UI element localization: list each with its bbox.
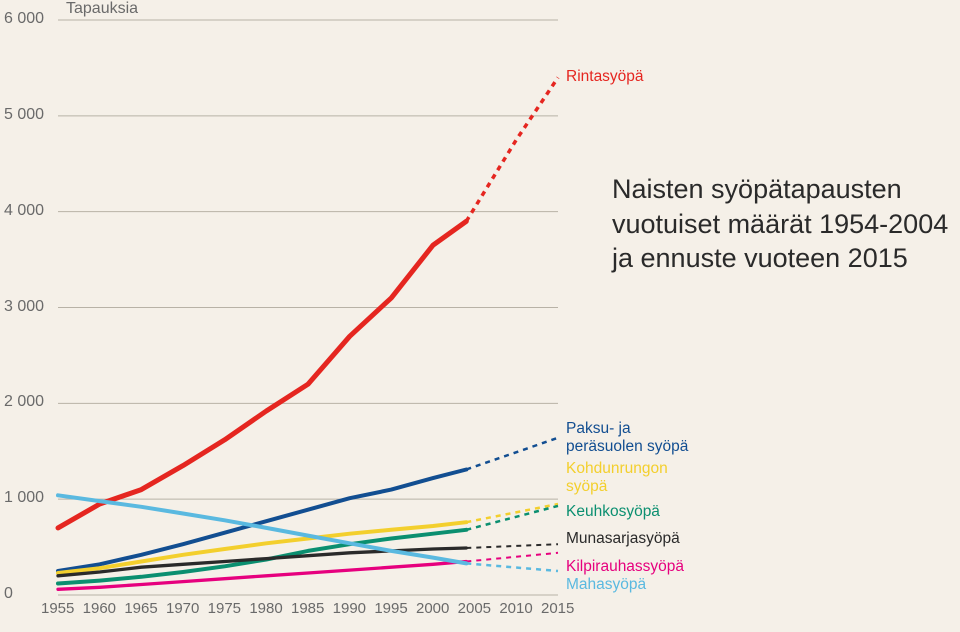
- series-kohdun-forecast: [466, 504, 558, 522]
- title-line3: ja ennuste vuoteen 2015: [612, 241, 948, 276]
- series-label-rinta: Rintasyöpä: [566, 68, 644, 86]
- x-tick-label: 1965: [124, 600, 157, 617]
- y-tick-label: 3 000: [4, 298, 44, 316]
- series-rinta-forecast: [466, 78, 558, 222]
- x-tick-label: 2015: [541, 600, 574, 617]
- y-axis-title: Tapauksia: [66, 0, 138, 18]
- x-tick-label: 1985: [291, 600, 324, 617]
- series-label-keuhko: Keuhkosyöpä: [566, 503, 660, 521]
- x-tick-label: 1990: [333, 600, 366, 617]
- chart-title: Naisten syöpätapausten vuotuiset määrät …: [612, 172, 948, 276]
- y-tick-label: 2 000: [4, 393, 44, 411]
- x-tick-label: 1955: [41, 600, 74, 617]
- title-line2: vuotuiset määrät 1954-2004: [612, 207, 948, 242]
- series-label-kohdun: Kohdunrungon syöpä: [566, 460, 668, 496]
- y-tick-label: 5 000: [4, 106, 44, 124]
- x-tick-label: 1960: [83, 600, 116, 617]
- y-tick-label: 4 000: [4, 202, 44, 220]
- x-tick-label: 2005: [458, 600, 491, 617]
- x-tick-label: 2000: [416, 600, 449, 617]
- series-paksu-forecast: [466, 438, 558, 470]
- series-label-kilpi: Kilpirauhassyöpä: [566, 558, 684, 576]
- y-tick-label: 1 000: [4, 489, 44, 507]
- title-line1: Naisten syöpätapausten: [612, 172, 948, 207]
- x-tick-label: 1995: [374, 600, 407, 617]
- y-tick-label: 0: [4, 585, 13, 603]
- series-paksu: [58, 470, 466, 572]
- series-label-maha: Mahasyöpä: [566, 576, 646, 594]
- series-maha-forecast: [466, 563, 558, 571]
- series-rinta: [58, 221, 466, 528]
- series-kilpi-forecast: [466, 553, 558, 562]
- x-tick-label: 2010: [499, 600, 532, 617]
- series-label-paksu: Paksu- ja peräsuolen syöpä: [566, 420, 688, 456]
- x-tick-label: 1975: [208, 600, 241, 617]
- y-tick-label: 6 000: [4, 10, 44, 28]
- x-tick-label: 1970: [166, 600, 199, 617]
- x-tick-label: 1980: [249, 600, 282, 617]
- series-keuhko-forecast: [466, 506, 558, 530]
- series-muna-forecast: [466, 544, 558, 548]
- line-chart: [0, 0, 960, 632]
- series-label-muna: Munasarjasyöpä: [566, 530, 680, 548]
